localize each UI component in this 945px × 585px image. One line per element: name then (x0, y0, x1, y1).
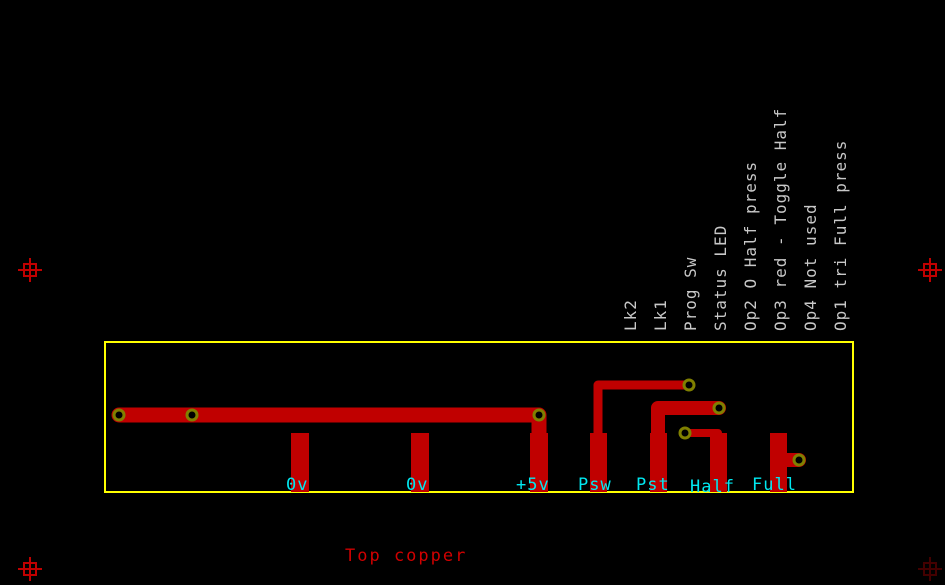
pad-full[interactable] (770, 433, 787, 492)
header-label: Lk1 (651, 299, 670, 331)
pin-label: Half (690, 477, 735, 497)
copper-traces (111, 380, 806, 478)
trace-5v[interactable] (111, 407, 547, 478)
vias (112, 378, 806, 467)
header-label: Op3 red - Toggle Half (771, 108, 790, 331)
pin-labels: 0v 0v +5v Psw Pst Half Full (286, 475, 797, 497)
crosshair-marker-top-right (918, 258, 942, 282)
via[interactable] (112, 408, 126, 422)
pin-label: 0v (286, 475, 308, 495)
pad-psw[interactable] (590, 433, 607, 492)
pad-5v[interactable] (530, 433, 548, 492)
trace-psw[interactable] (593, 380, 694, 445)
pad-0v-2[interactable] (411, 433, 429, 492)
crosshair-marker-top-left (18, 258, 42, 282)
via[interactable] (532, 408, 546, 422)
header-label: Prog Sw (681, 257, 700, 331)
header-label: Status LED (711, 225, 730, 331)
via[interactable] (792, 453, 806, 467)
smd-pads (291, 433, 787, 492)
pin-label: 0v (406, 475, 428, 495)
pin-label: Pst (636, 475, 670, 495)
pad-half[interactable] (710, 433, 727, 492)
board-outline (104, 341, 854, 493)
layer-name: Top copper (345, 546, 467, 566)
header-label: Op4 Not used (801, 203, 820, 331)
pin-label: +5v (516, 475, 550, 495)
pad-pst[interactable] (650, 433, 667, 492)
via[interactable] (712, 401, 726, 415)
header-label: Op1 tri Full press (831, 140, 850, 331)
registration-markers (18, 258, 942, 581)
header-labels: Lk2 Lk1 Prog Sw Status LED Op2 O Half press O… (621, 108, 850, 331)
crosshair-marker-bottom-left (18, 557, 42, 581)
trace-pst[interactable] (651, 401, 726, 447)
via[interactable] (185, 408, 199, 422)
pad-0v-1[interactable] (291, 433, 309, 492)
via[interactable] (678, 426, 692, 440)
pin-label: Psw (578, 475, 612, 495)
header-label: Lk2 (621, 299, 640, 331)
pin-label: Full (752, 475, 797, 495)
via[interactable] (682, 378, 696, 392)
crosshair-marker-bottom-right (918, 557, 942, 581)
header-label: Op2 O Half press (741, 161, 760, 331)
